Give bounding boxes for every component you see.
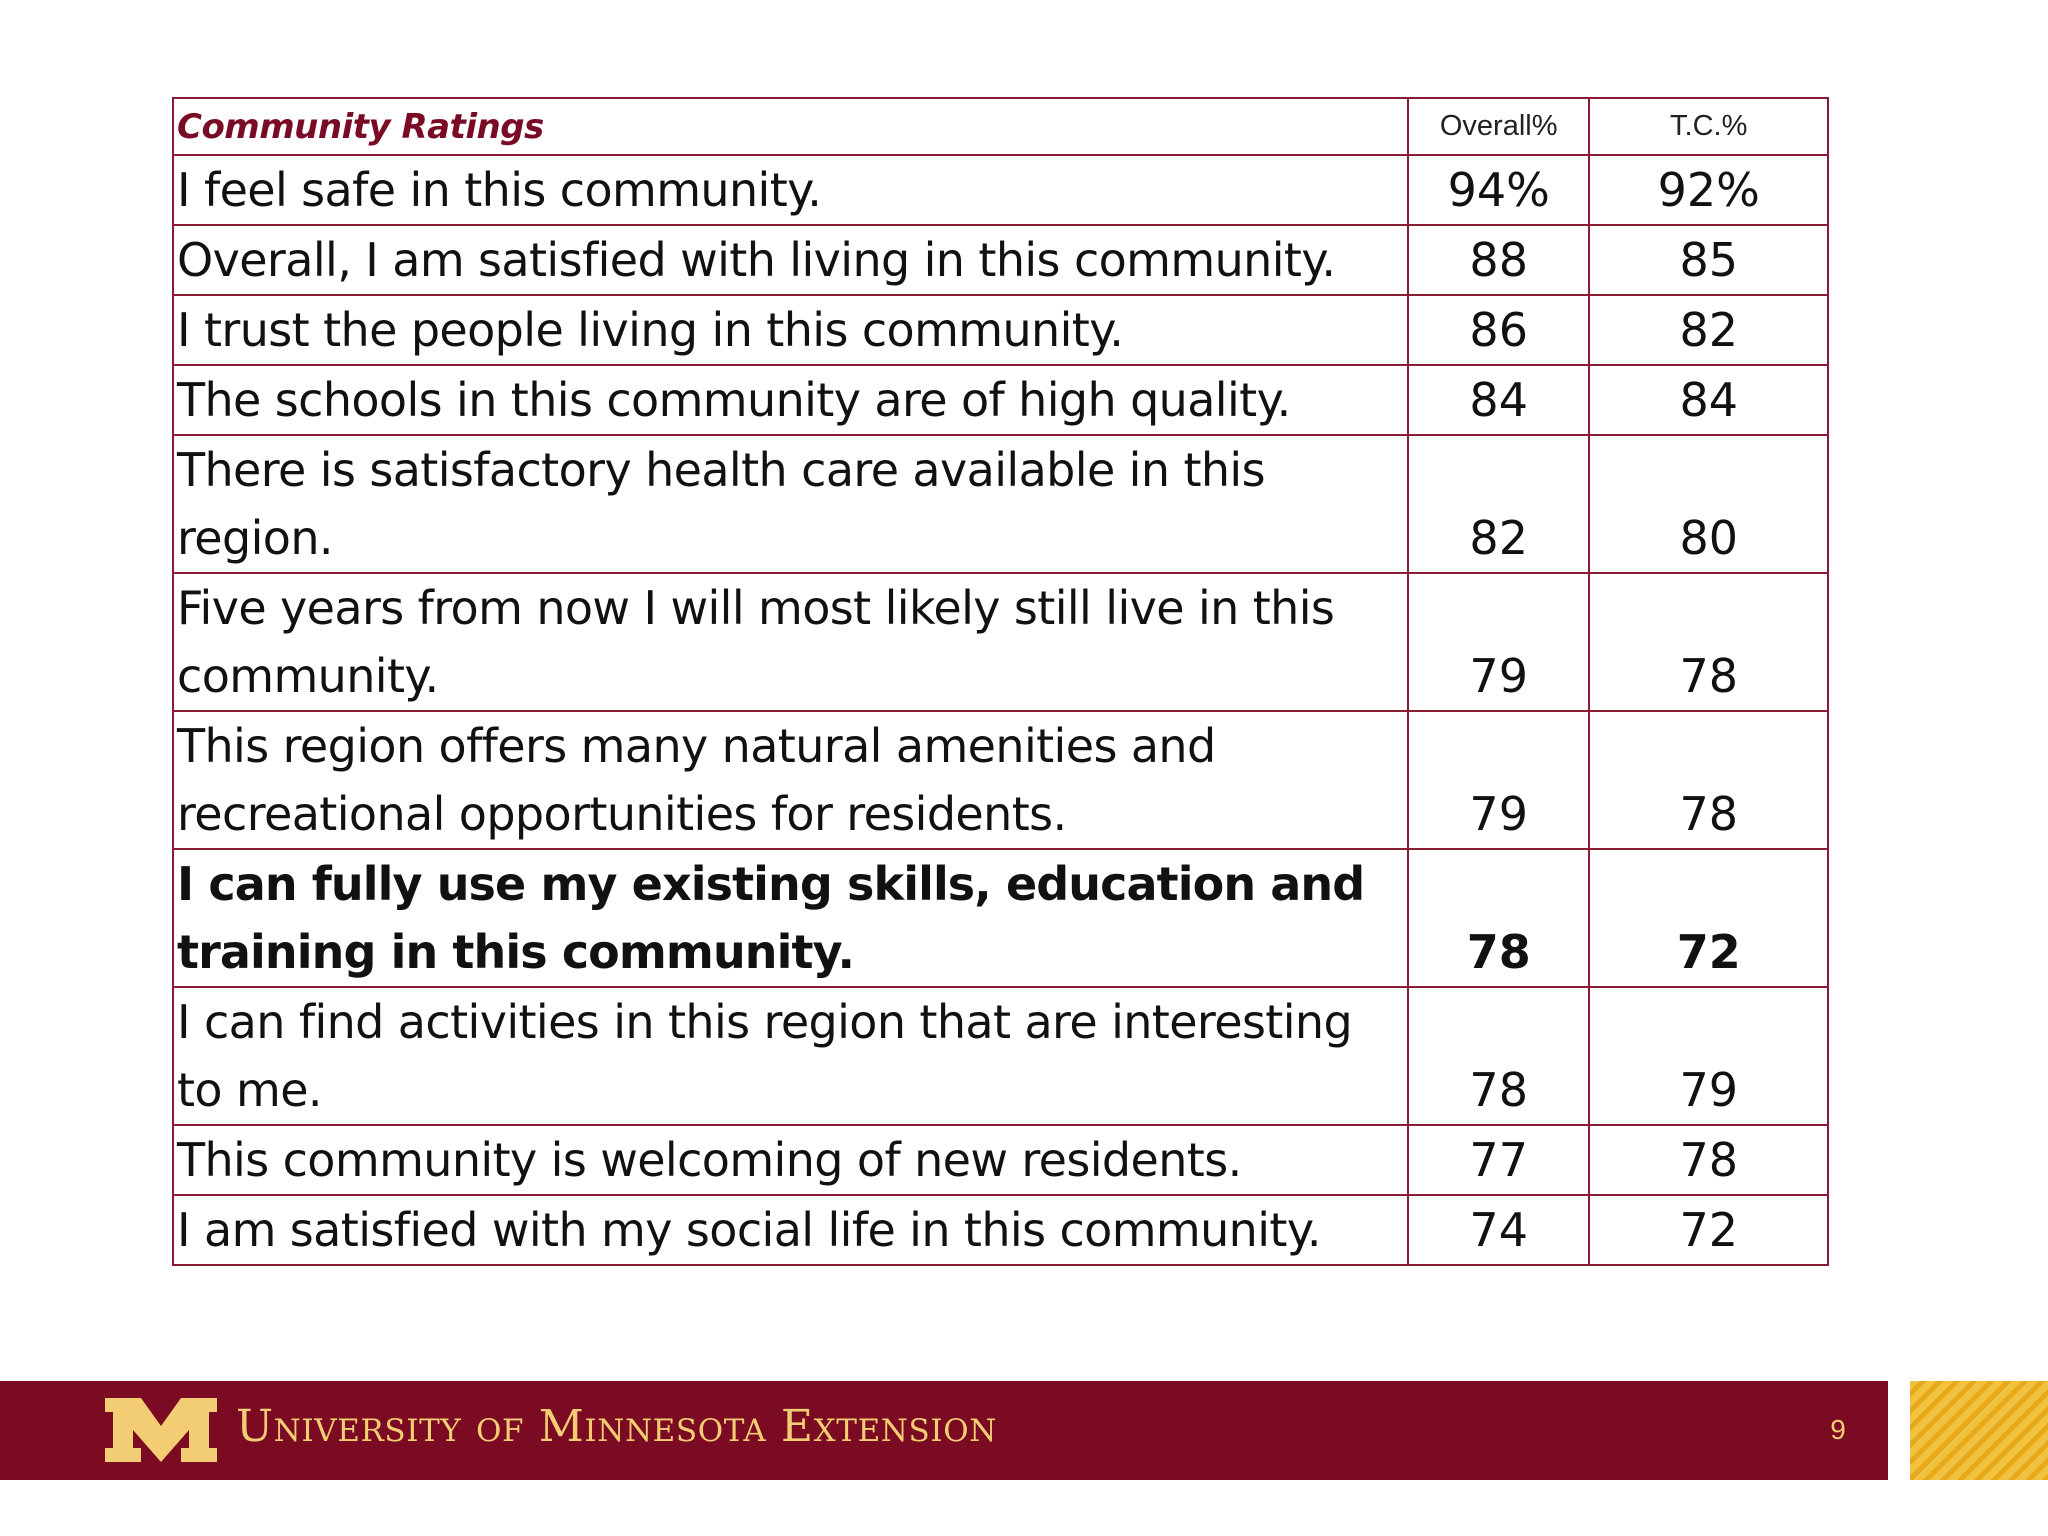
row-tc-value: 80 <box>1588 434 1829 574</box>
row-statement-line1: This region offers many natural amenitie… <box>177 719 1216 773</box>
table-header-row: Community Ratings Overall% T.C.% <box>172 97 1829 156</box>
community-ratings-table: Community Ratings Overall% T.C.% I feel … <box>172 97 1829 1266</box>
row-overall-value: 78 <box>1406 848 1591 988</box>
row-overall-value: 94% <box>1406 154 1591 226</box>
row-statement: This community is welcoming of new resid… <box>172 1124 1409 1196</box>
row-overall-value: 86 <box>1406 294 1591 366</box>
row-statement: I am satisfied with my social life in th… <box>172 1194 1409 1266</box>
table-row: This region offers many natural amenitie… <box>172 710 1829 850</box>
row-statement: The schools in this community are of hig… <box>172 364 1409 436</box>
row-tc-value: 84 <box>1588 364 1829 436</box>
row-statement-line2: to me. <box>177 1063 323 1117</box>
table-row: I trust the people living in this commun… <box>172 294 1829 366</box>
organization-name: University of Minnesota Extension <box>236 1401 997 1452</box>
row-overall-value: 78 <box>1406 986 1591 1126</box>
table-row: This community is welcoming of new resid… <box>172 1124 1829 1196</box>
row-statement: I trust the people living in this commun… <box>172 294 1409 366</box>
row-statement-line1: I can find activities in this region tha… <box>177 995 1353 1049</box>
row-tc-value: 79 <box>1588 986 1829 1126</box>
row-overall-value: 79 <box>1406 710 1591 850</box>
row-statement: I can fully use my existing skills, educ… <box>172 848 1409 988</box>
row-tc-value: 78 <box>1588 1124 1829 1196</box>
column-header-tc: T.C.% <box>1588 97 1829 156</box>
row-overall-value: 77 <box>1406 1124 1591 1196</box>
table-row: The schools in this community are of hig… <box>172 364 1829 436</box>
row-statement: Five years from now I will most likely s… <box>172 572 1409 712</box>
footer-bar: University of Minnesota Extension 9 <box>0 1381 1888 1480</box>
row-statement: There is satisfactory health care availa… <box>172 434 1409 574</box>
row-statement-line2: training in this community. <box>177 925 855 979</box>
column-header-overall: Overall% <box>1406 97 1591 156</box>
university-m-logo-icon <box>105 1398 217 1462</box>
row-tc-value: 92% <box>1588 154 1829 226</box>
row-tc-value: 72 <box>1588 1194 1829 1266</box>
row-tc-value: 78 <box>1588 710 1829 850</box>
row-statement-line2: region. <box>177 511 334 565</box>
row-tc-value: 82 <box>1588 294 1829 366</box>
row-overall-value: 79 <box>1406 572 1591 712</box>
row-overall-value: 84 <box>1406 364 1591 436</box>
table-row: I can find activities in this region tha… <box>172 986 1829 1126</box>
table-row: I am satisfied with my social life in th… <box>172 1194 1829 1266</box>
row-statement-line1: Five years from now I will most likely s… <box>177 581 1335 635</box>
table-title: Community Ratings <box>172 97 1409 156</box>
row-statement-line1: I can fully use my existing skills, educ… <box>177 857 1365 911</box>
table-row-emphasized: I can fully use my existing skills, educ… <box>172 848 1829 988</box>
row-statement-line1: There is satisfactory health care availa… <box>177 443 1266 497</box>
table-row: I feel safe in this community. 94% 92% <box>172 154 1829 226</box>
row-tc-value: 78 <box>1588 572 1829 712</box>
row-overall-value: 74 <box>1406 1194 1591 1266</box>
row-overall-value: 88 <box>1406 224 1591 296</box>
row-statement-line2: community. <box>177 649 439 703</box>
table-row: There is satisfactory health care availa… <box>172 434 1829 574</box>
table-row: Five years from now I will most likely s… <box>172 572 1829 712</box>
row-statement-line2: recreational opportunities for residents… <box>177 787 1067 841</box>
row-statement: Overall, I am satisfied with living in t… <box>172 224 1409 296</box>
page-number: 9 <box>1830 1414 1846 1445</box>
row-statement: I can find activities in this region tha… <box>172 986 1409 1126</box>
table-row: Overall, I am satisfied with living in t… <box>172 224 1829 296</box>
row-tc-value: 85 <box>1588 224 1829 296</box>
row-statement: This region offers many natural amenitie… <box>172 710 1409 850</box>
decorative-stripe-block <box>1910 1381 2048 1480</box>
row-statement: I feel safe in this community. <box>172 154 1409 226</box>
row-overall-value: 82 <box>1406 434 1591 574</box>
row-tc-value: 72 <box>1588 848 1829 988</box>
